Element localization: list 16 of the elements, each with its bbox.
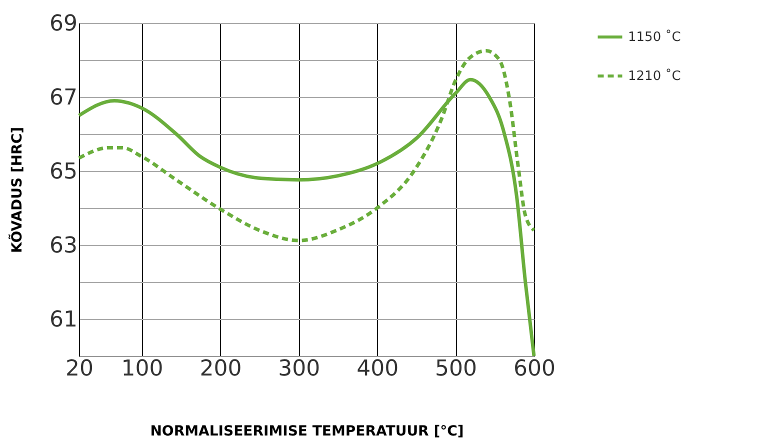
x-axis-title: NORMALISEERIMISE TEMPERATUUR [°C] [150,424,464,440]
x-tick-label: 300 [278,356,320,382]
x-tick-label: 20 [66,356,94,382]
x-tick-label: 600 [514,356,556,382]
y-tick-label: 69 [50,12,78,36]
x-tick-label: 100 [121,356,164,382]
y-tick-label: 65 [50,160,78,184]
legend-label: 1150 ˚C [628,29,681,45]
legend-label: 1210 ˚C [628,68,681,84]
y-axis-title: KÕVADUS [HRC] [8,127,26,253]
y-tick-label: 61 [50,308,78,332]
x-tick-label: 200 [200,356,242,382]
y-tick-label: 67 [50,86,78,110]
x-tick-label: 500 [435,356,478,382]
x-tick-label: 400 [356,356,399,382]
y-tick-label: 63 [50,234,78,258]
